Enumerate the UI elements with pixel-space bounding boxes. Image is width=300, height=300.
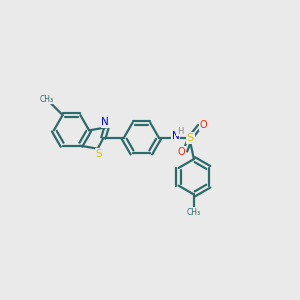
Text: H: H: [177, 127, 183, 136]
Text: O: O: [178, 147, 185, 157]
Text: S: S: [96, 149, 102, 159]
Text: O: O: [200, 120, 207, 130]
Text: N: N: [101, 117, 109, 127]
Text: N: N: [172, 130, 179, 141]
Text: CH₃: CH₃: [40, 94, 54, 103]
Text: CH₃: CH₃: [187, 208, 201, 217]
Text: S: S: [187, 133, 194, 143]
